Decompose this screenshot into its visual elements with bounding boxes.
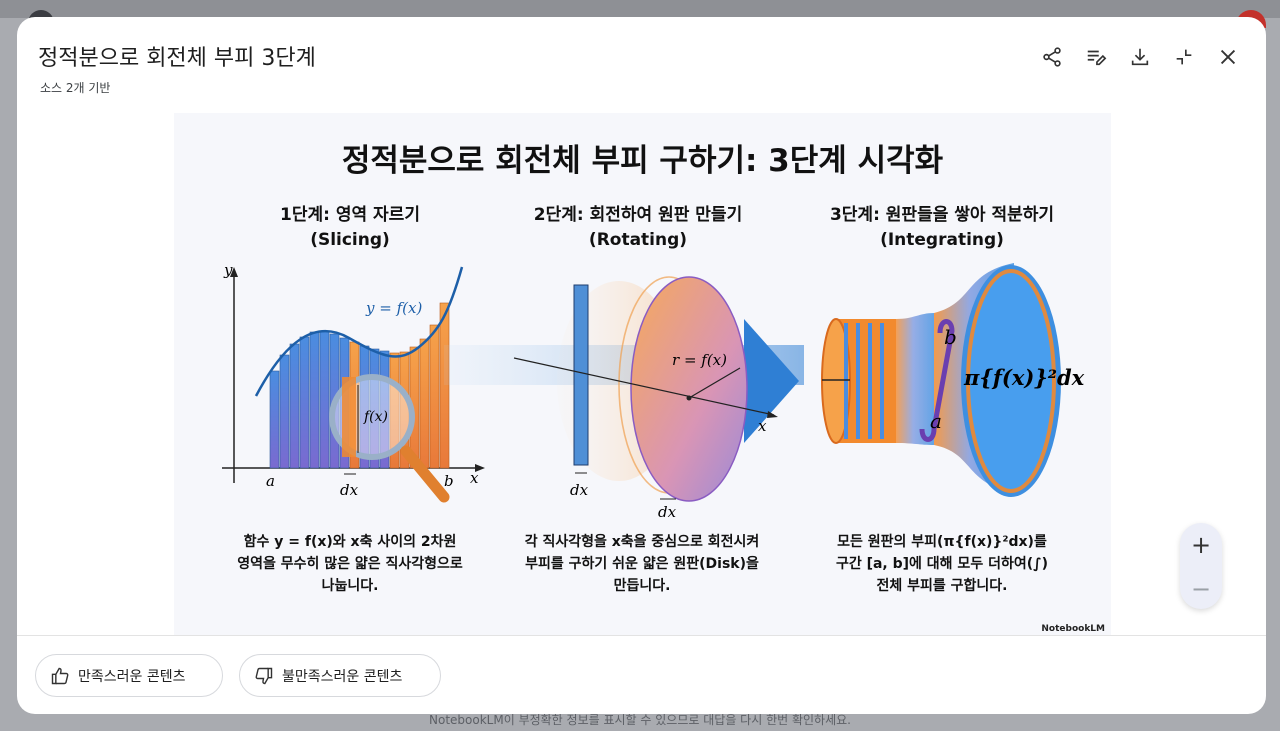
like-content-label: 만족스러운 콘텐츠 [78,668,186,685]
dislike-content-button[interactable]: 불만족스러운 콘텐츠 [239,654,441,697]
dx-label-3: dx [658,503,677,521]
radius-label: r = f(x) [672,351,727,369]
b-label: b [444,472,454,490]
playlist-edit-icon [1087,50,1107,66]
step-2-desc-line: 각 직사각형을 x축을 중심으로 회전시켜 [524,534,760,550]
step-3-heading: 3단계: 원판들을 쌓아 적분하기 (Integrating) [802,203,1082,253]
step-3-desc-line: 구간 [a, b]에 대해 모두 더하여(∫) [835,556,1049,572]
y-axis-label: y [224,261,233,279]
step-1-title: 1단계: 영역 자르기 [280,205,420,225]
step-2-description: 각 직사각형을 x축을 중심으로 회전시켜 부피를 구하기 쉬운 얇은 원판(D… [492,531,792,597]
infographic-illustration [222,263,1061,503]
download-button[interactable] [1120,39,1160,75]
slicing-graph [222,266,485,503]
step-3-description: 모든 원판의 부피(π{f(x)}²dx)를 구간 [a, b]에 대해 모두 … [792,531,1092,597]
close-button[interactable] [1208,39,1248,75]
infographic-modal: 정적분으로 회전체 부피 3단계 소스 2개 기반 [17,17,1266,714]
integrating-illustration [821,263,1061,497]
fx-label: f(x) [364,409,389,425]
step-2-heading: 2단계: 회전하여 원판 만들기 (Rotating) [498,203,778,253]
like-content-button[interactable]: 만족스러운 콘텐츠 [35,654,223,697]
step-3-title: 3단계: 원판들을 쌓아 적분하기 [829,205,1055,225]
dislike-content-label: 불만족스러운 콘텐츠 [282,668,403,685]
step-2-desc-line: 부피를 구하기 쉬운 얇은 원판(Disk)을 [525,556,759,572]
step-3-subtitle: (Integrating) [880,230,1004,250]
edit-notes-button[interactable] [1076,39,1116,75]
infographic-title: 정적분으로 회전체 부피 구하기: 3단계 시각화 [341,143,944,179]
step-3-desc-line: 모든 원판의 부피(π{f(x)}²dx)를 [837,534,1047,550]
step-1-desc-line: 함수 y = f(x)와 x축 사이의 2차원 [243,534,457,550]
step-1-desc-line: 나눕니다. [321,578,379,594]
notebooklm-brand: NotebookLM [1041,624,1105,634]
integral-lower-limit: a [930,409,942,433]
curve-label: y = f(x) [366,299,423,317]
step-1-subtitle: (Slicing) [310,230,390,250]
download-icon [1131,48,1149,66]
infographic-image: 정적분으로 회전체 부피 구하기: 3단계 시각화 1단계: 영역 자르기 (S… [174,113,1111,636]
zoom-in-button[interactable]: + [1190,531,1212,559]
modal-title: 정적분으로 회전체 부피 3단계 [38,46,316,71]
step-2-desc-line: 만듭니다. [613,578,671,594]
share-icon [1043,47,1061,67]
share-button[interactable] [1032,39,1072,75]
step-3-desc-line: 전체 부피를 구합니다. [876,578,1008,594]
step-1-heading: 1단계: 영역 자르기 (Slicing) [210,203,490,253]
dx-label-2: dx [570,481,589,499]
step-1-description: 함수 y = f(x)와 x축 사이의 2차원 영역을 무수히 많은 얇은 직사… [200,531,500,597]
collapse-button[interactable] [1164,39,1204,75]
step-1-desc-line: 영역을 무수히 많은 얇은 직사각형으로 [237,556,463,572]
modal-subtitle: 소스 2개 기반 [40,81,111,95]
thumbs-down-icon [255,667,273,684]
x-axis-label: x [470,469,479,487]
background-app-bar [0,0,1280,18]
thumbs-up-icon [51,667,69,684]
zoom-out-button[interactable]: − [1190,575,1212,603]
step-2-title: 2단계: 회전하여 원판 만들기 [533,205,743,225]
step-2-subtitle: (Rotating) [588,230,688,250]
modal-toolbar [1032,39,1248,75]
integral-upper-limit: b [944,325,957,349]
footer-notice: NotebookLM이 부정확한 정보를 표시할 수 있으므로 대답을 다시 한… [429,713,851,727]
rotating-illustration [444,276,804,502]
collapse-icon [1176,49,1192,65]
a-label: a [266,472,275,490]
close-icon [1220,49,1236,65]
integrand-label: π{f(x)}²dx [964,365,1085,390]
dx-label-1: dx [340,481,359,499]
zoom-controls: + − [1180,523,1222,609]
footer-divider [17,635,1266,636]
axis-x-label-2: x [758,417,767,435]
